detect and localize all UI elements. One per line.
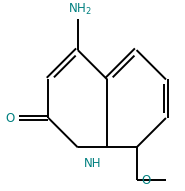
Text: NH: NH (84, 158, 101, 171)
Text: NH$_2$: NH$_2$ (68, 2, 92, 17)
Text: O: O (5, 112, 14, 125)
Text: O: O (141, 174, 150, 187)
